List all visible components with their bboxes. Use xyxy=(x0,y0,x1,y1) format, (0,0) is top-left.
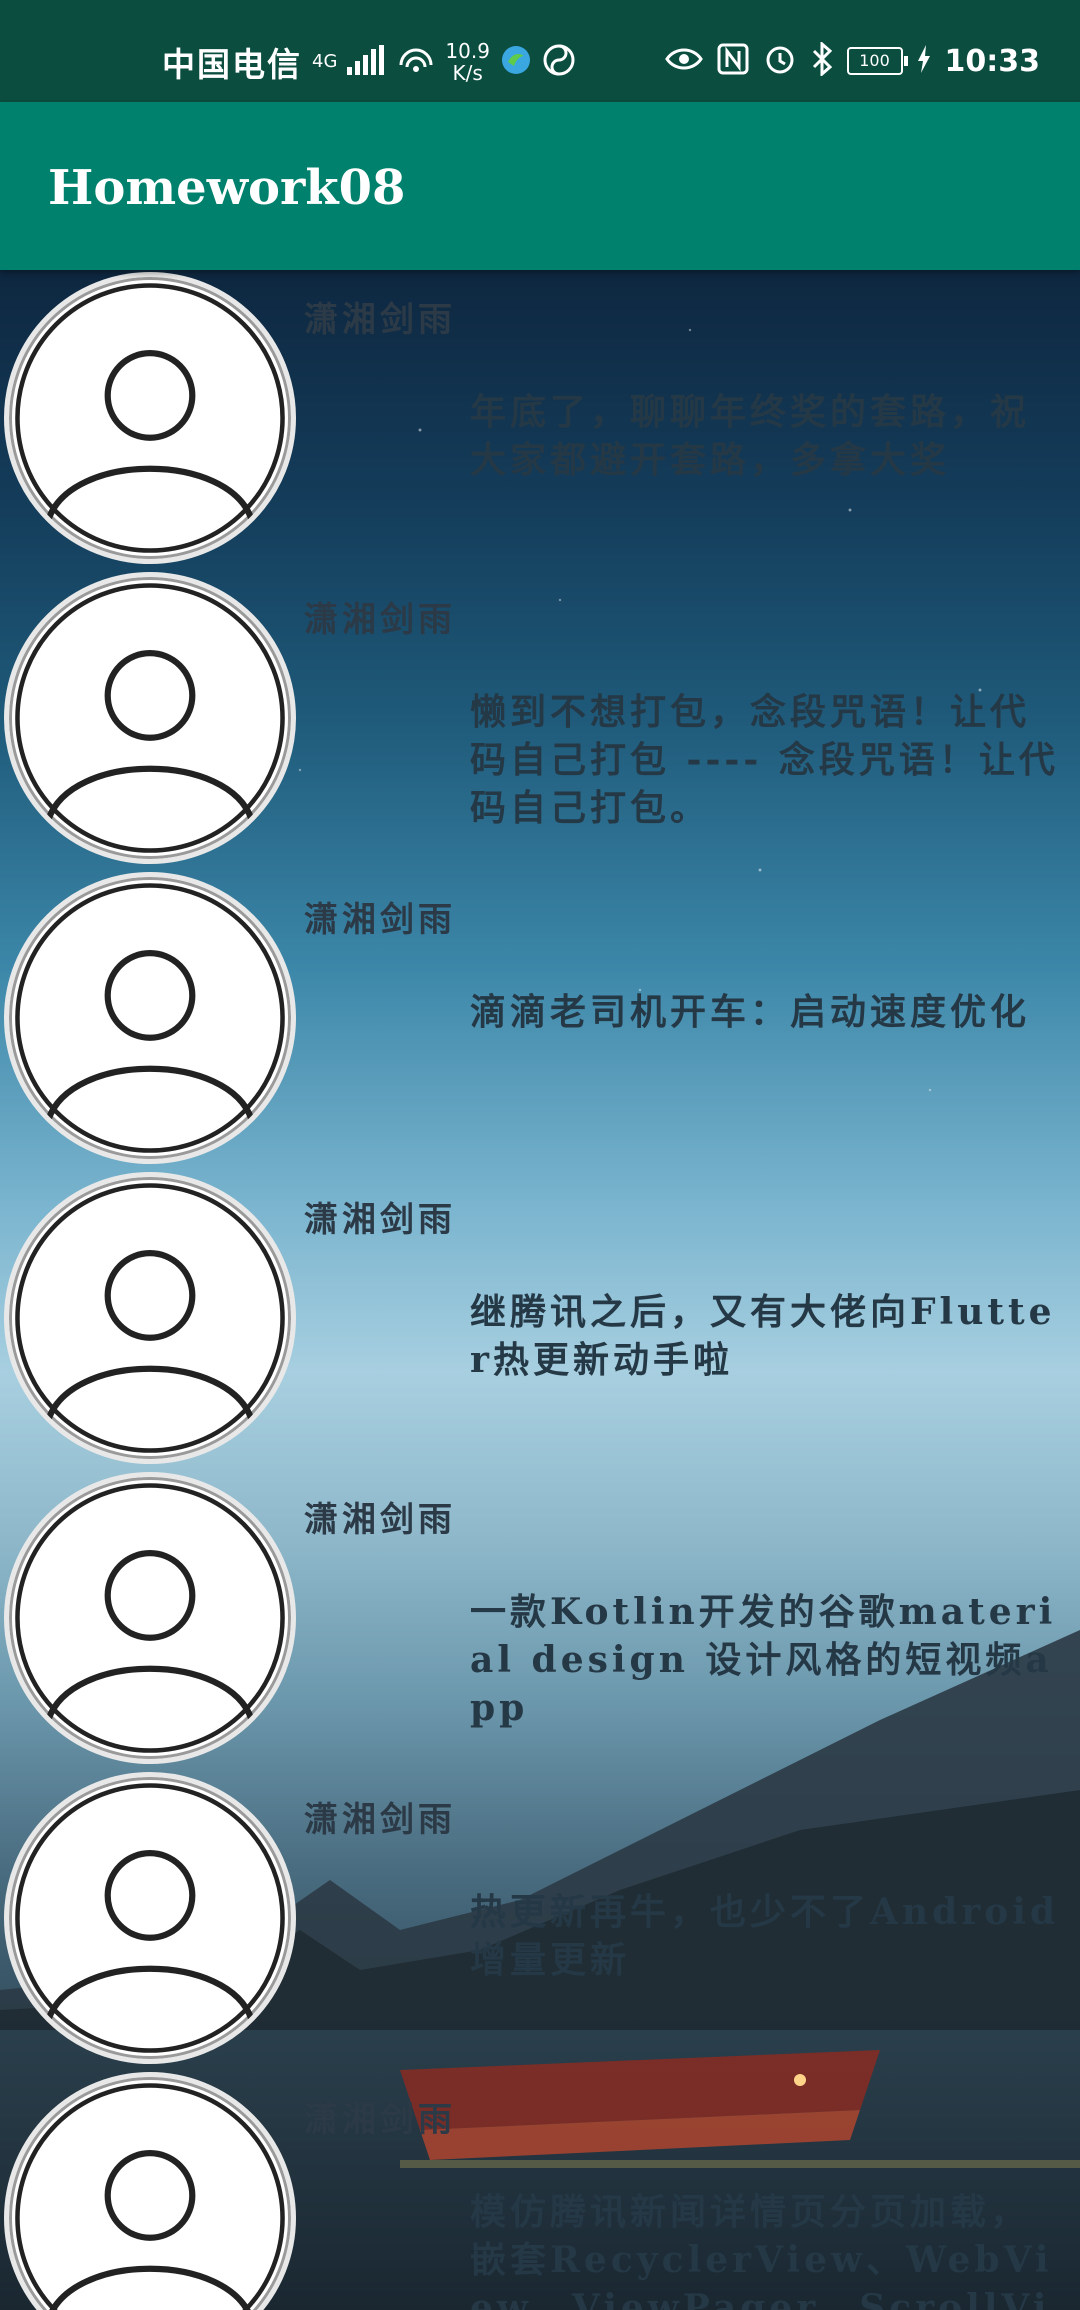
author-name: 潇湘剑雨 xyxy=(304,900,456,940)
avatar[interactable] xyxy=(4,272,296,564)
app-title: Homework08 xyxy=(48,160,406,216)
signal-icon xyxy=(347,45,387,79)
user-placeholder-icon xyxy=(15,883,285,1153)
user-placeholder-icon xyxy=(15,1183,285,1453)
avatar[interactable] xyxy=(4,1772,296,2064)
network-speed: 10.9 K/s xyxy=(445,40,490,84)
list-item[interactable]: 潇湘剑雨 年底了，聊聊年终奖的套路，祝大家都避开套路，多拿大奖 xyxy=(0,270,1080,570)
article-title[interactable]: 一款Kotlin开发的谷歌material design 设计风格的短视频app xyxy=(470,1591,1057,1729)
author-name: 潇湘剑雨 xyxy=(304,1500,456,1540)
avatar[interactable] xyxy=(4,872,296,1164)
bluetooth-icon xyxy=(811,40,833,80)
author-name: 潇湘剑雨 xyxy=(304,1200,456,1240)
status-bar-left: 中国电信 4G 10.9 K/s xyxy=(162,38,576,86)
avatar[interactable] xyxy=(4,2072,296,2310)
avatar[interactable] xyxy=(4,1172,296,1464)
list-item[interactable]: 潇湘剑雨 继腾讯之后，又有大佬向Flutter热更新动手啦 xyxy=(0,1170,1080,1470)
user-placeholder-icon xyxy=(15,1483,285,1753)
network-type: 4G xyxy=(312,51,338,72)
article-title[interactable]: 滴滴老司机开车：启动速度优化 xyxy=(470,991,1031,1033)
author-name: 潇湘剑雨 xyxy=(304,2100,456,2140)
user-placeholder-icon xyxy=(15,2083,285,2310)
user-placeholder-icon xyxy=(15,583,285,853)
network-speed-value: 10.9 xyxy=(445,39,490,63)
boats-decoration xyxy=(400,2050,1080,2168)
list-item[interactable]: 潇湘剑雨 热更新再牛，也少不了Android增量更新 xyxy=(0,1770,1080,2070)
nfc-icon xyxy=(717,43,749,79)
article-title[interactable]: 模仿腾讯新闻详情页分页加载，嵌套RecyclerView、WebView、Vie… xyxy=(470,2191,1053,2310)
author-name: 潇湘剑雨 xyxy=(304,300,456,340)
wifi-hotspot-icon xyxy=(397,45,435,79)
charging-icon xyxy=(917,45,931,77)
user-placeholder-icon xyxy=(15,283,285,553)
list-item[interactable]: 潇湘剑雨 滴滴老司机开车：启动速度优化 xyxy=(0,870,1080,1170)
clock: 10:33 xyxy=(944,43,1041,79)
article-list[interactable]: 潇湘剑雨 年底了，聊聊年终奖的套路，祝大家都避开套路，多拿大奖 潇湘剑雨 懒到不… xyxy=(0,270,1080,2310)
author-name: 潇湘剑雨 xyxy=(304,600,456,640)
article-title[interactable]: 热更新再牛，也少不了Android增量更新 xyxy=(470,1891,1060,1981)
eye-comfort-icon xyxy=(664,45,703,77)
list-item[interactable]: 潇湘剑雨 一款Kotlin开发的谷歌material design 设计风格的短… xyxy=(0,1470,1080,1770)
avatar[interactable] xyxy=(4,1472,296,1764)
app-notification-icon-2 xyxy=(542,43,576,81)
alarm-icon xyxy=(763,42,797,80)
status-bar: 中国电信 4G 10.9 K/s 100 xyxy=(0,0,1080,102)
author-name: 潇湘剑雨 xyxy=(304,1800,456,1840)
article-title[interactable]: 年底了，聊聊年终奖的套路，祝大家都避开套路，多拿大奖 xyxy=(470,391,1031,481)
network-speed-unit: K/s xyxy=(452,61,483,85)
carrier-name: 中国电信 xyxy=(162,45,302,84)
article-title[interactable]: 懒到不想打包，念段咒语！让代码自己打包 ---- 念段咒语！让代码自己打包。 xyxy=(470,691,1059,829)
list-item[interactable]: 潇湘剑雨 模仿腾讯新闻详情页分页加载，嵌套RecyclerView、WebVie… xyxy=(0,2070,1080,2310)
article-title[interactable]: 继腾讯之后，又有大佬向Flutter热更新动手啦 xyxy=(470,1291,1056,1381)
app-notification-icon xyxy=(500,44,532,80)
user-placeholder-icon xyxy=(15,1783,285,2053)
status-bar-right: 100 10:33 xyxy=(664,40,1041,80)
app-bar: Homework08 xyxy=(0,102,1080,270)
battery-icon: 100 xyxy=(846,47,908,75)
avatar[interactable] xyxy=(4,572,296,864)
list-item[interactable]: 潇湘剑雨 懒到不想打包，念段咒语！让代码自己打包 ---- 念段咒语！让代码自己… xyxy=(0,570,1080,870)
